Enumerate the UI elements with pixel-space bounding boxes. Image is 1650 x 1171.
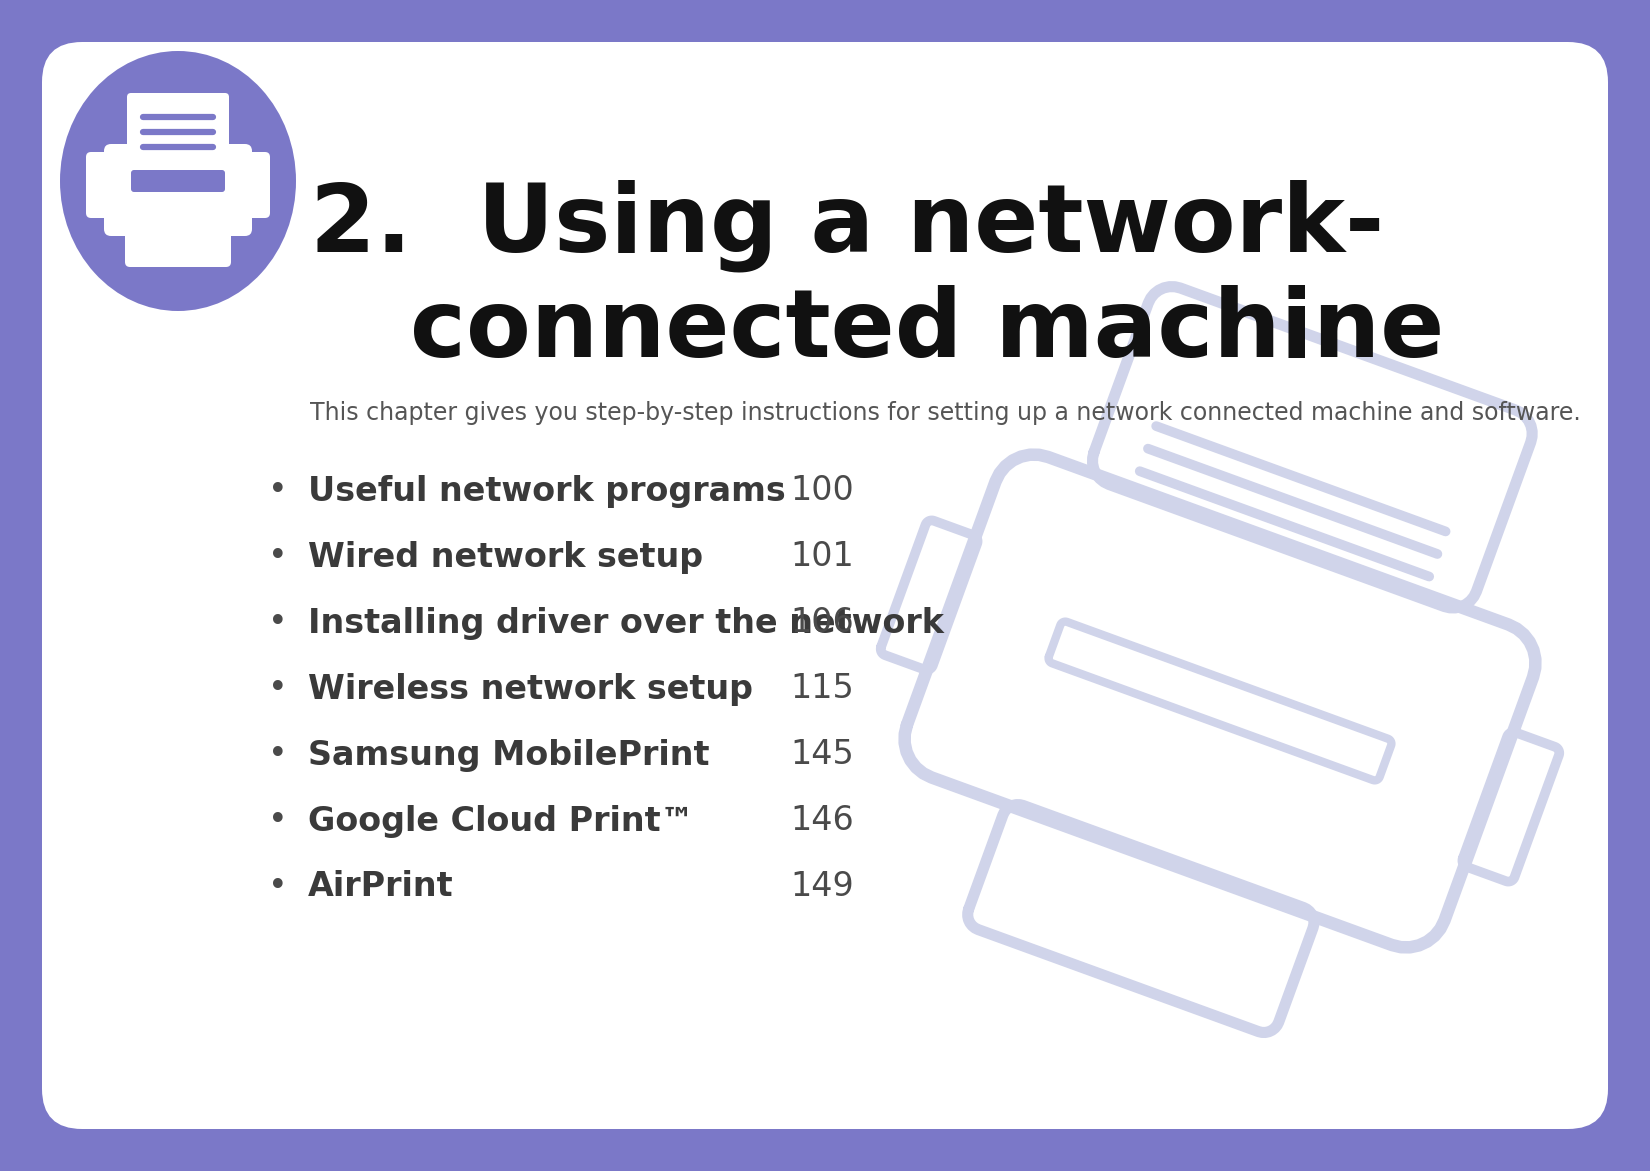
FancyBboxPatch shape — [130, 170, 224, 192]
FancyBboxPatch shape — [127, 93, 229, 169]
Text: •: • — [269, 541, 287, 574]
Text: •: • — [269, 804, 287, 837]
Text: Installing driver over the network: Installing driver over the network — [309, 607, 944, 639]
Text: Wired network setup: Wired network setup — [309, 541, 703, 574]
Text: This chapter gives you step-by-step instructions for setting up a network connec: This chapter gives you step-by-step inst… — [310, 400, 1581, 425]
FancyBboxPatch shape — [86, 152, 119, 218]
FancyBboxPatch shape — [125, 213, 231, 267]
Text: 101: 101 — [790, 541, 853, 574]
Text: •: • — [269, 474, 287, 507]
Text: •: • — [269, 607, 287, 639]
Text: 2.  Using a network-: 2. Using a network- — [310, 180, 1384, 272]
FancyBboxPatch shape — [104, 144, 252, 237]
Text: Samsung MobilePrint: Samsung MobilePrint — [309, 739, 710, 772]
Text: •: • — [269, 739, 287, 772]
Ellipse shape — [59, 52, 295, 311]
FancyBboxPatch shape — [238, 152, 271, 218]
FancyBboxPatch shape — [41, 42, 1609, 1129]
Text: AirPrint: AirPrint — [309, 870, 454, 904]
Text: 149: 149 — [790, 870, 853, 904]
Text: •: • — [269, 870, 287, 904]
Text: 106: 106 — [790, 607, 853, 639]
Text: 100: 100 — [790, 474, 853, 507]
Text: Useful network programs: Useful network programs — [309, 474, 785, 507]
Text: •: • — [269, 672, 287, 705]
Text: 146: 146 — [790, 804, 853, 837]
Text: Wireless network setup: Wireless network setup — [309, 672, 752, 705]
Text: 115: 115 — [790, 672, 853, 705]
Text: 145: 145 — [790, 739, 853, 772]
Text: connected machine: connected machine — [409, 285, 1444, 377]
Text: Google Cloud Print™: Google Cloud Print™ — [309, 804, 695, 837]
